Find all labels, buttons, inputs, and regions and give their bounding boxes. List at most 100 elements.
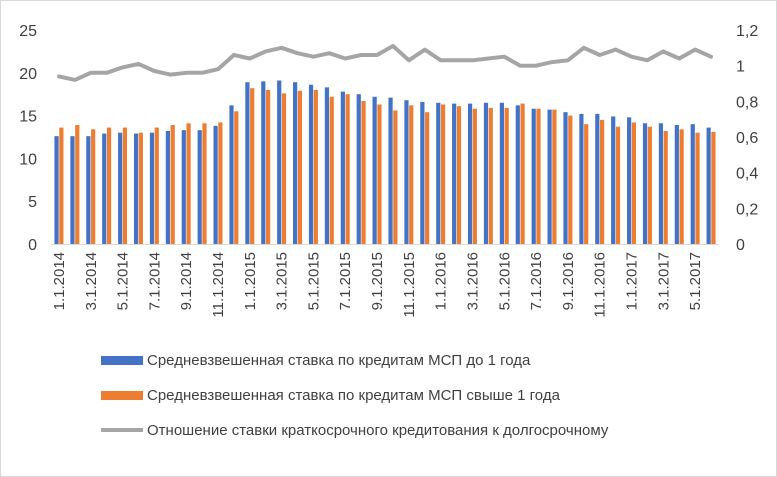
y-right-tick-label: 0	[736, 237, 745, 254]
bar-long-term	[456, 106, 462, 245]
x-tick-label: 5.1.2017	[687, 252, 704, 310]
bar-long-term	[202, 123, 207, 244]
bar-long-term	[266, 89, 271, 244]
bar-short-term	[563, 112, 568, 245]
bar-long-term	[154, 127, 159, 244]
bar-long-term	[138, 132, 143, 244]
x-tick-label: 1.1.2014	[51, 252, 68, 310]
bar-short-term	[293, 82, 298, 244]
bar-short-term	[197, 130, 202, 244]
x-tick-label: 5.1.2016	[496, 252, 513, 310]
bar-long-term	[313, 89, 318, 244]
bar-long-term	[504, 107, 509, 244]
x-tick-label: 7.1.2014	[146, 252, 163, 310]
bar-long-term	[552, 109, 557, 244]
bar-short-term	[674, 125, 679, 244]
bar-long-term	[281, 93, 287, 245]
x-tick-label: 3.1.2016	[465, 252, 482, 310]
bar-short-term	[86, 136, 91, 244]
x-tick-label: 3.1.2014	[83, 252, 100, 310]
bar-short-term	[181, 130, 186, 244]
bar-short-term	[611, 116, 616, 244]
legend-swatch-ratio	[101, 428, 143, 432]
x-tick-label: 11.1.2016	[592, 252, 609, 318]
bar-long-term	[377, 104, 382, 244]
bar-short-term	[324, 87, 330, 245]
legend-swatch-short	[101, 355, 143, 365]
bar-long-term	[409, 105, 414, 244]
bar-long-term	[297, 90, 303, 244]
bars	[54, 80, 716, 245]
bar-long-term	[393, 110, 398, 245]
ratio-series-line	[57, 44, 713, 82]
x-tick-label: 3.1.2015	[274, 252, 291, 310]
bar-short-term	[356, 94, 361, 244]
combo-chart: 0 5 10 15 20 25 0 0,2 0,4 0,6 0,8 1 1,2 1.1.2014 3.1.2…	[19, 23, 758, 318]
legend-item-short: Средневзвешенная ставка по кредитам МСП …	[101, 347, 608, 373]
bar-long-term	[647, 126, 652, 244]
bar-long-term	[122, 127, 128, 244]
bar-long-term	[584, 124, 589, 244]
bar-long-term	[663, 131, 668, 244]
bar-short-term	[308, 84, 314, 244]
bar-long-term	[615, 126, 621, 244]
bar-short-term	[499, 102, 504, 244]
bar-long-term	[329, 96, 334, 244]
bar-long-term	[106, 127, 112, 244]
bar-short-term	[452, 103, 457, 244]
bar-short-term	[372, 96, 377, 244]
legend: Средневзвешенная ставка по кредитам МСП …	[101, 347, 608, 452]
y-right-tick-label: 0,6	[736, 130, 758, 147]
y-left-tick-label: 25	[19, 23, 37, 40]
bar-long-term	[250, 88, 255, 244]
x-tick-label: 11.1.2014	[210, 252, 227, 318]
bar-short-term	[627, 117, 632, 244]
y-right-tick-label: 0,4	[736, 166, 758, 183]
y-left-tick-label: 0	[28, 237, 37, 254]
x-tick-label: 1.1.2017	[624, 252, 641, 310]
bar-short-term	[149, 132, 155, 244]
bar-short-term	[467, 103, 473, 244]
tick-labels: 0 5 10 15 20 25 0 0,2 0,4 0,6 0,8 1 1,2 1.1.2014 3.1.2…	[19, 23, 758, 318]
bar-long-term	[695, 132, 700, 244]
y-left-tick-label: 5	[28, 194, 37, 211]
legend-swatch-long	[101, 390, 143, 400]
y-left-tick-label: 15	[19, 109, 37, 126]
bar-long-term	[75, 125, 80, 244]
bar-short-term	[547, 109, 552, 244]
bar-long-term	[91, 129, 96, 244]
bar-short-term	[436, 102, 441, 244]
bar-short-term	[102, 133, 107, 244]
bar-long-term	[711, 131, 716, 244]
y-left-tick-label: 20	[19, 66, 37, 83]
bar-long-term	[218, 122, 223, 244]
bar-short-term	[165, 131, 170, 244]
bar-long-term	[488, 107, 493, 244]
x-tick-label: 1.1.2015	[242, 252, 259, 310]
bar-short-term	[70, 136, 75, 244]
bar-short-term	[133, 133, 139, 244]
bar-long-term	[679, 129, 684, 244]
bar-long-term	[59, 127, 64, 244]
y-right-tick-label: 0,2	[736, 201, 758, 218]
bar-short-term	[579, 113, 584, 244]
bar-short-term	[658, 123, 664, 244]
bar-short-term	[213, 125, 218, 244]
bar-short-term	[595, 113, 600, 244]
bar-short-term	[642, 123, 648, 244]
bar-long-term	[425, 112, 430, 245]
bar-long-term	[600, 119, 605, 244]
x-tick-label: 3.1.2017	[655, 252, 672, 310]
y-right-tick-label: 0,8	[736, 94, 758, 111]
ratio-line	[57, 44, 713, 82]
bar-short-term	[531, 108, 536, 244]
x-tick-label: 7.1.2016	[528, 252, 545, 310]
x-tick-label: 5.1.2014	[115, 252, 132, 310]
y-right-tick-label: 1,2	[736, 23, 758, 40]
legend-item-ratio: Отношение ставки краткосрочного кредитов…	[101, 417, 608, 443]
y-left-tick-label: 10	[19, 151, 37, 168]
legend-label-short: Средневзвешенная ставка по кредитам МСП …	[147, 351, 531, 369]
legend-item-long: Средневзвешенная ставка по кредитам МСП …	[101, 382, 608, 408]
bar-short-term	[261, 81, 266, 244]
